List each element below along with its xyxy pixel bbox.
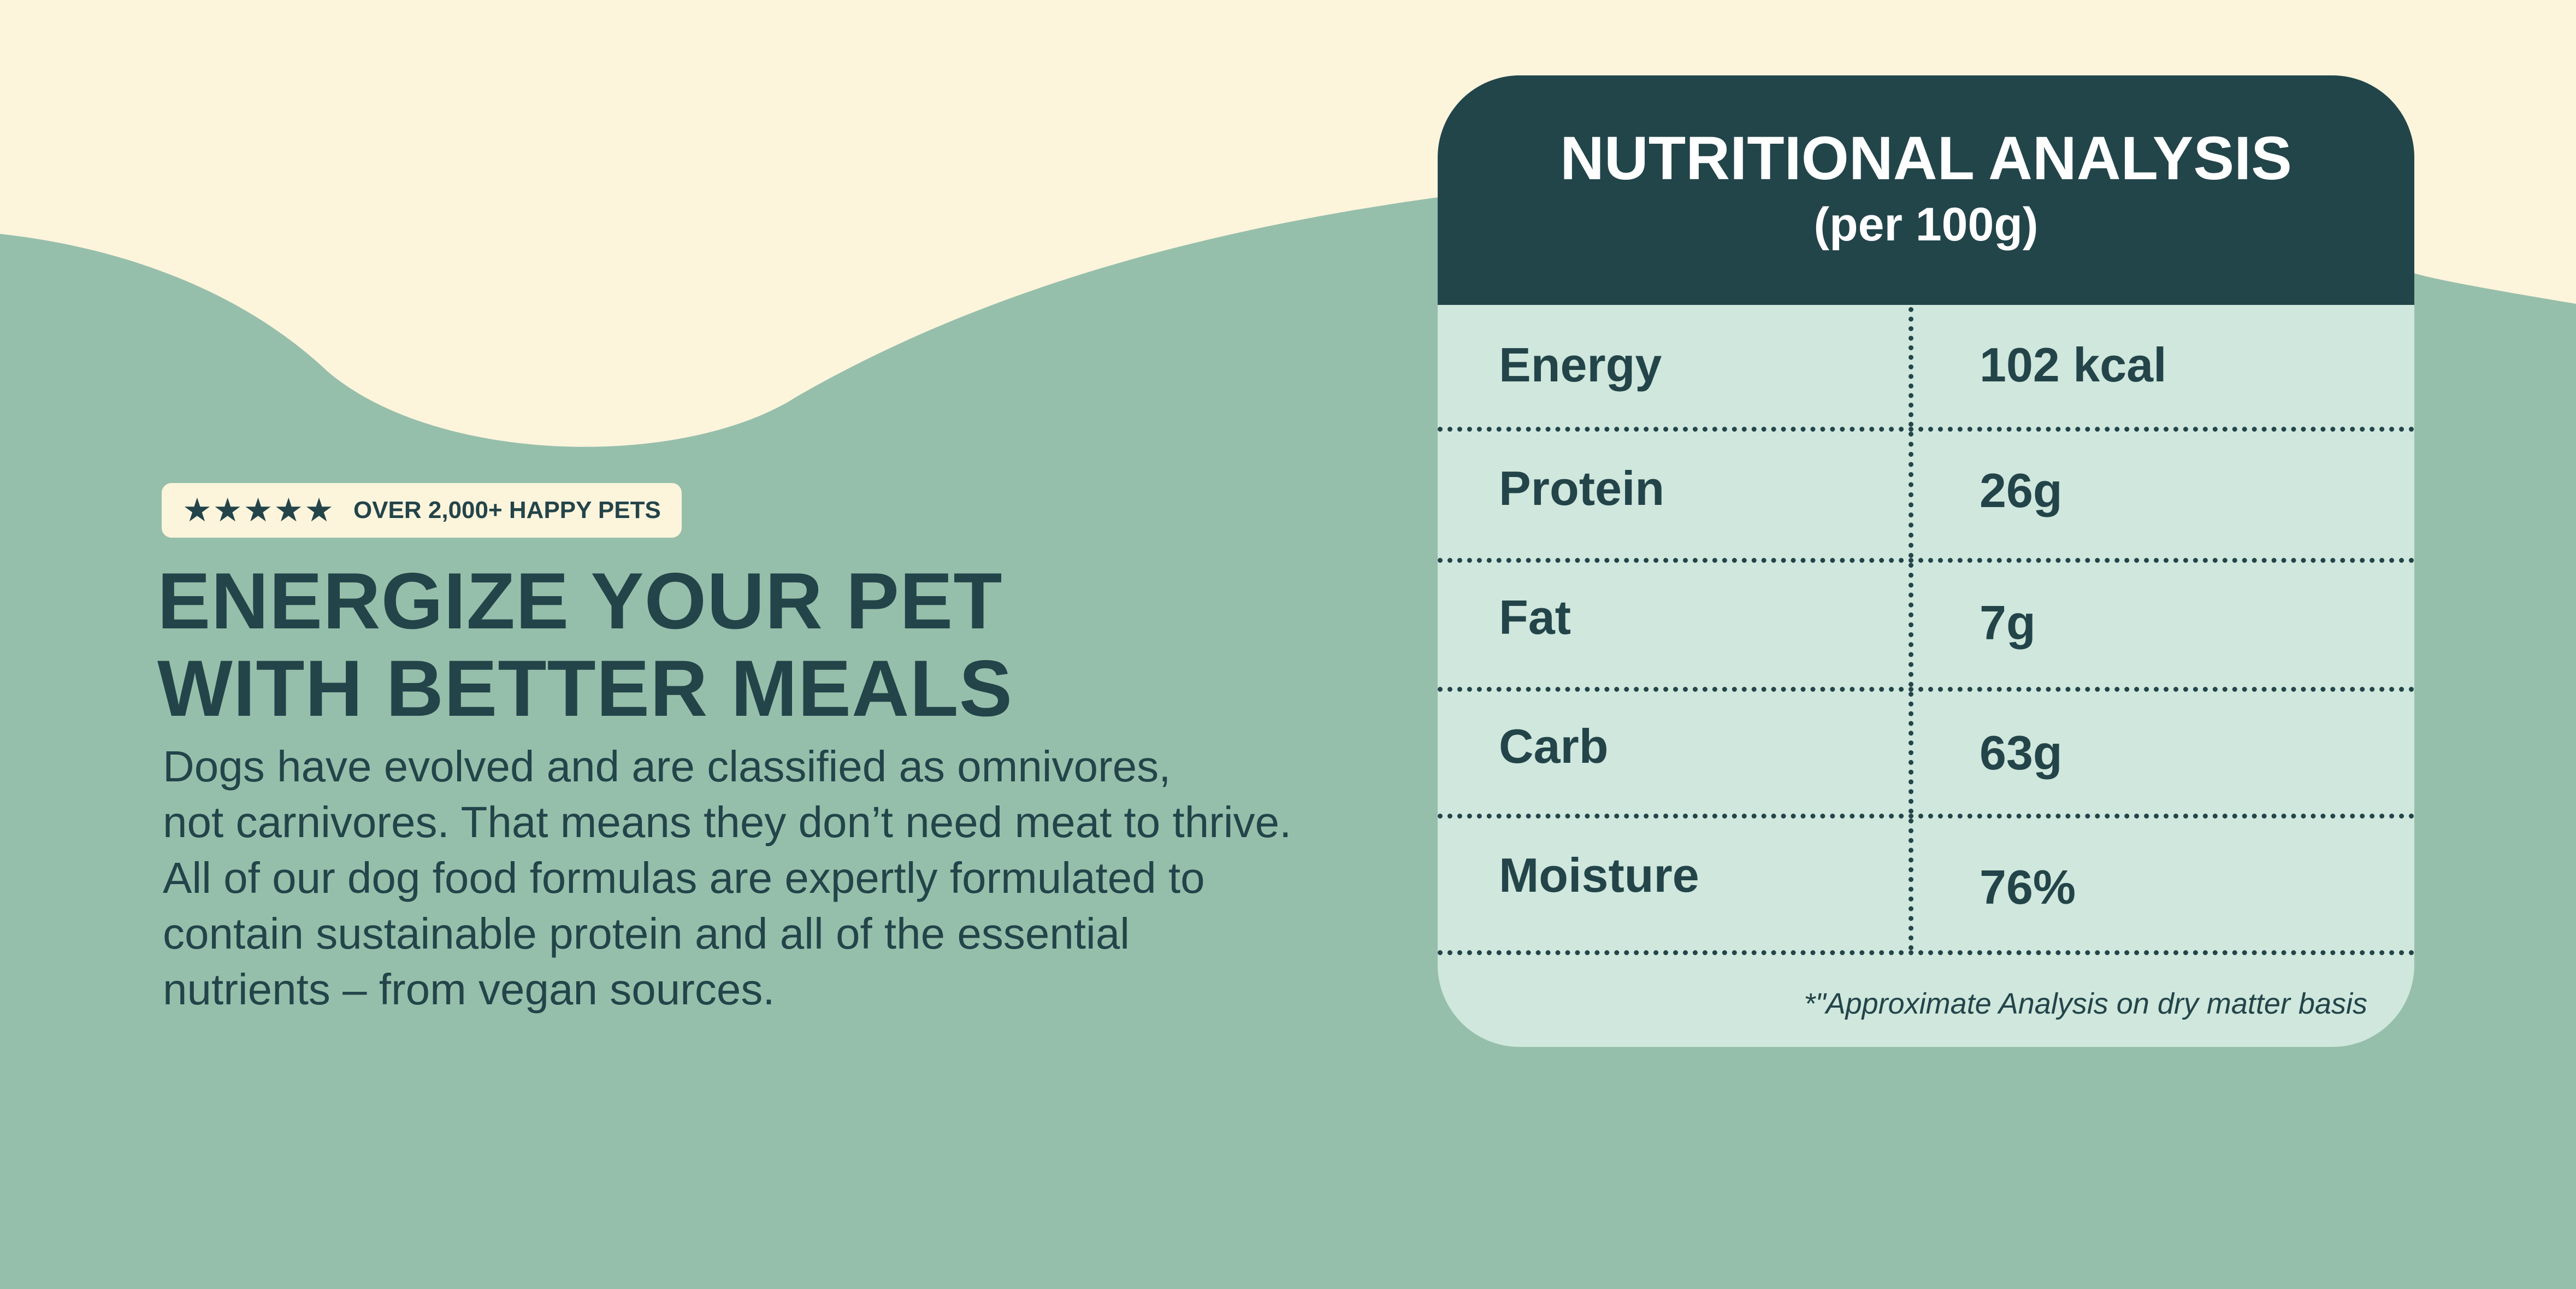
happy-pets-badge: ★★★★★ OVER 2,000+ HAPPY PETS (162, 483, 682, 538)
row-divider (1909, 563, 1913, 687)
happy-pets-text: OVER 2,000+ HAPPY PETS (353, 497, 661, 523)
nutrient-row: Fat 7g (1438, 563, 2414, 692)
description-line-4: contain sustainable protein and all of t… (163, 909, 1130, 958)
description-line-1: Dogs have evolved and are classified as … (163, 742, 1171, 791)
nutrition-footnote: *"Approximate Analysis on dry matter bas… (1804, 987, 2367, 1020)
description-paragraph: Dogs have evolved and are classified as … (163, 739, 1419, 1017)
nutrient-row: Carb 63g (1438, 692, 2414, 819)
nutrient-row: Protein 26g (1438, 432, 2414, 563)
description-line-5: nutrients – from vegan sources. (163, 965, 775, 1014)
nutrition-card-header: NUTRITIONAL ANALYSIS (per 100g) (1438, 75, 2414, 305)
nutrient-name: Moisture (1499, 848, 1699, 902)
nutrient-name: Carb (1499, 719, 1609, 773)
nutrient-name: Fat (1499, 590, 1571, 644)
nutrition-title: NUTRITIONAL ANALYSIS (1560, 124, 2292, 192)
nutrient-row: Energy 102 kcal (1438, 307, 2414, 432)
nutrient-value: 26g (1980, 463, 2063, 517)
row-divider (1909, 307, 1913, 427)
headline: ENERGIZE YOUR PET WITH BETTER MEALS (157, 557, 1031, 732)
nutrient-value: 63g (1980, 726, 2063, 780)
description-line-3: All of our dog food formulas are expertl… (163, 854, 1205, 902)
nutrient-value: 102 kcal (1980, 338, 2167, 392)
row-divider (1909, 819, 1913, 950)
nutrient-value: 76% (1980, 860, 2076, 914)
five-star-rating-icon: ★★★★★ (182, 491, 335, 529)
nutrient-name: Energy (1499, 338, 1662, 392)
headline-line-1: ENERGIZE YOUR PET (157, 556, 1003, 645)
headline-line-2: WITH BETTER MEALS (157, 644, 1013, 733)
row-divider (1909, 432, 1913, 558)
nutrient-value: 7g (1980, 596, 2036, 650)
nutrient-row: Moisture 76% (1438, 819, 2414, 955)
nutrition-table: Energy 102 kcal Protein 26g Fat 7g Carb … (1438, 75, 2414, 1047)
nutrient-name: Protein (1499, 461, 1665, 515)
nutrition-subtitle: (per 100g) (1813, 198, 2039, 251)
row-divider (1909, 692, 1913, 814)
description-line-2: not carnivores. That means they don’t ne… (163, 798, 1292, 846)
